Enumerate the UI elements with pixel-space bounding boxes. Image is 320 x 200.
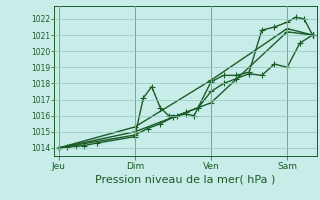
X-axis label: Pression niveau de la mer( hPa ): Pression niveau de la mer( hPa ) (95, 175, 276, 185)
